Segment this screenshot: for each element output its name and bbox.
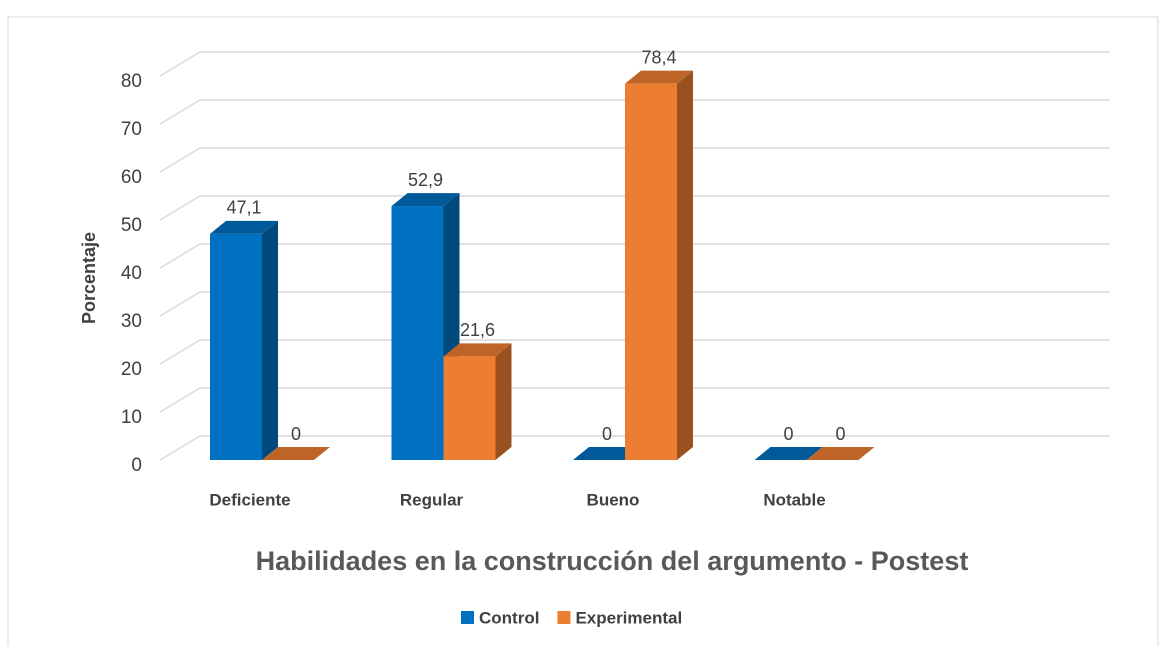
x-tick-label: Notable (763, 490, 825, 509)
y-tick-label: 20 (121, 359, 142, 380)
bar-side (677, 70, 693, 461)
bar-side (495, 343, 512, 460)
y-tick-label: 70 (121, 119, 142, 140)
data-label: 0 (835, 424, 845, 444)
data-label: 0 (783, 424, 793, 444)
x-tick-label: Deficiente (209, 490, 290, 509)
grid-line (159, 435, 1110, 461)
bar (391, 206, 444, 460)
bar-top (573, 447, 641, 460)
grid-line (159, 147, 1110, 173)
grid-line (159, 339, 1110, 365)
bar-top (443, 343, 512, 357)
legend-label: Experimental (575, 608, 682, 627)
y-tick-label: 40 (121, 263, 142, 284)
chart-frame (7, 16, 1159, 646)
data-label: 0 (291, 424, 301, 444)
bar-top (754, 447, 823, 460)
bar-top (625, 70, 693, 84)
y-tick-label: 60 (121, 167, 142, 188)
grid-line (159, 243, 1110, 269)
grid-line (159, 387, 1110, 413)
bar (625, 83, 677, 461)
grid-line (159, 195, 1110, 221)
y-tick-label: 30 (121, 311, 142, 332)
bar-top (262, 447, 330, 460)
y-tick-label: 10 (121, 407, 142, 428)
legend-swatch (557, 611, 571, 624)
y-tick-label: 50 (121, 215, 142, 236)
y-tick-label: 80 (121, 71, 142, 92)
bar-side (262, 220, 278, 460)
grid-line (159, 99, 1110, 125)
legend-label: Control (479, 608, 539, 627)
y-tick-label: 0 (131, 455, 142, 476)
grid-line (159, 291, 1110, 317)
grid-line (159, 51, 1110, 77)
bar-top (391, 193, 460, 207)
data-label: 0 (602, 424, 612, 444)
x-tick-label: Regular (400, 490, 464, 509)
bar (210, 233, 262, 460)
chart-title: Habilidades en la construcción del argum… (256, 546, 969, 576)
bar (443, 356, 496, 460)
y-axis-label: Porcentaje (79, 232, 99, 324)
bar-top (210, 220, 278, 234)
bar-top (806, 447, 875, 460)
data-label: 52,9 (408, 170, 443, 190)
data-label: 47,1 (226, 198, 261, 218)
data-label: 78,4 (641, 47, 676, 67)
data-label: 21,6 (460, 320, 495, 340)
legend-swatch (461, 611, 474, 624)
x-tick-label: Bueno (587, 490, 640, 509)
